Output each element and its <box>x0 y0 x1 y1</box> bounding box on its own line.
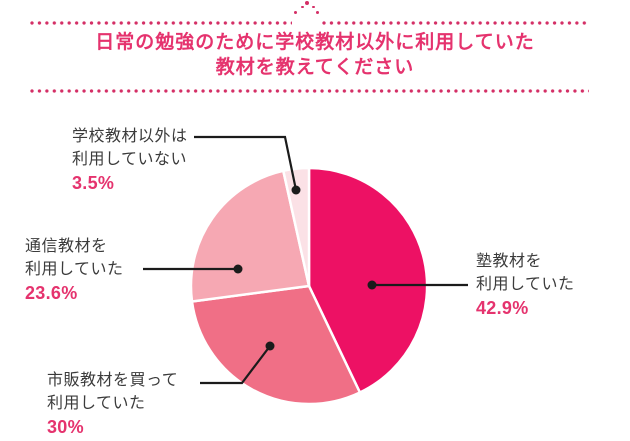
pie-slice-juku <box>307 166 429 394</box>
arch-dot-icon <box>305 1 309 5</box>
dotted-rule-bottom <box>30 89 589 93</box>
slice-label-juku-line2: 利用していた <box>476 275 575 293</box>
arch-dot-icon <box>301 5 304 8</box>
arch-dot-icon <box>316 11 319 14</box>
leader-dot-shihan <box>265 341 275 351</box>
leader-dot-none <box>291 185 301 195</box>
slice-label-tsushin-line1: 通信教材を <box>25 238 108 255</box>
dotted-rule-top-left <box>30 21 292 25</box>
pie-slice-none <box>282 166 311 288</box>
leader-dot-juku <box>367 280 377 290</box>
slice-label-none-pct: 3.5% <box>72 173 115 193</box>
page-title: 日常の勉強のために学校教材以外に利用していた 教材を教えてください <box>0 30 630 80</box>
slice-label-shihan-pct: 30% <box>47 417 84 437</box>
slice-label-shihan: 市販教材を買って 利用していた 30% <box>47 370 178 439</box>
leader-line-shihan <box>200 345 271 385</box>
slice-label-none-line2: 利用していない <box>72 150 188 168</box>
slice-label-juku: 塾教材を 利用していた 42.9% <box>476 251 575 320</box>
pie-slice-shihan <box>190 284 362 406</box>
slice-label-shihan-line2: 利用していた <box>47 394 146 412</box>
page-title-line1: 日常の勉強のために学校教材以外に利用していた <box>95 32 535 53</box>
slice-label-tsushin-line2: 利用していた <box>25 260 124 278</box>
page-title-line2: 教材を教えてください <box>215 57 415 78</box>
dotted-rule-top-right <box>322 21 589 25</box>
slice-label-shihan-line1: 市販教材を買って <box>47 372 179 389</box>
leader-dot-tsushin <box>233 264 243 274</box>
leader-line-none <box>194 135 298 191</box>
slice-label-none-line1: 学校教材以外は <box>72 128 188 145</box>
arch-dot-icon <box>294 11 297 14</box>
slice-label-juku-line1: 塾教材を <box>476 253 543 270</box>
slice-label-juku-pct: 42.9% <box>476 298 529 318</box>
slice-label-none: 学校教材以外は 利用していない 3.5% <box>72 126 188 195</box>
arch-dot-icon <box>312 5 315 8</box>
slice-label-tsushin: 通信教材を 利用していた 23.6% <box>25 236 124 305</box>
slice-label-tsushin-pct: 23.6% <box>25 283 78 303</box>
